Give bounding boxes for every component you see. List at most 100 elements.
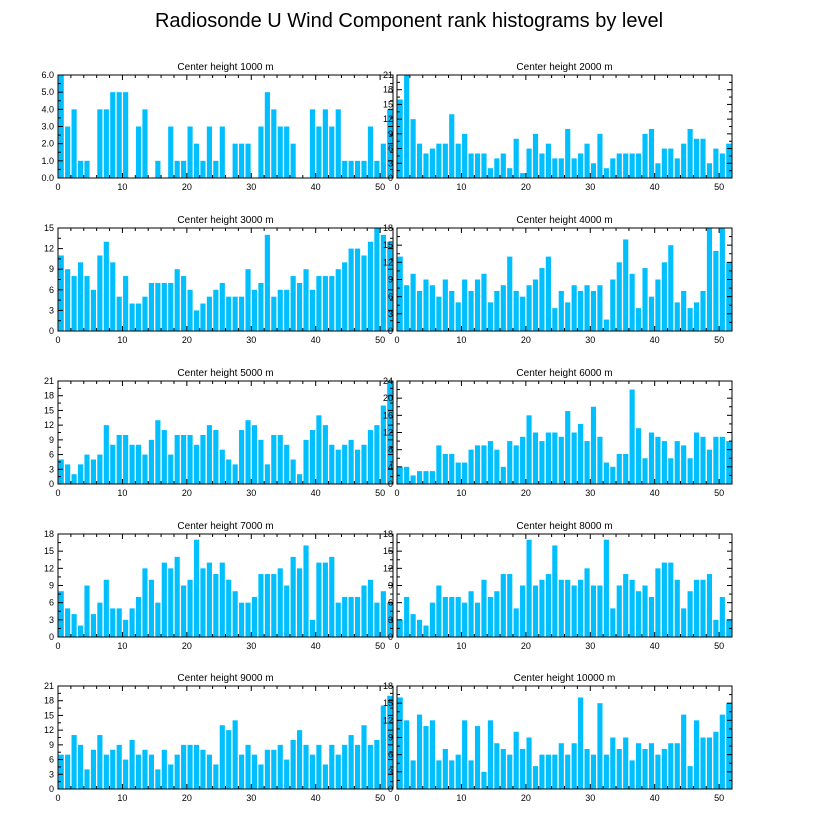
histogram-bar: [616, 262, 622, 331]
histogram-bar: [110, 92, 116, 178]
histogram-bar: [342, 262, 348, 331]
histogram-bar: [65, 754, 71, 789]
histogram-bar: [97, 109, 103, 178]
x-tick-label: 50: [714, 793, 724, 803]
histogram-bar: [303, 439, 309, 484]
x-tick-label: 0: [55, 641, 60, 651]
panel-title: Center height 6000 m: [516, 368, 612, 379]
histogram-bar: [603, 462, 609, 484]
histogram-bar: [668, 458, 674, 484]
histogram-bar: [187, 434, 193, 484]
histogram-bar: [507, 168, 513, 178]
histogram-bar: [648, 128, 655, 178]
histogram-bar: [668, 148, 674, 178]
histogram-bar: [264, 234, 270, 331]
histogram-bar: [168, 454, 174, 484]
histogram-bar: [65, 464, 71, 484]
x-tick-label: 40: [311, 641, 321, 651]
x-tick-label: 10: [456, 182, 466, 192]
histogram-bar: [161, 430, 167, 484]
histogram-bar: [603, 168, 609, 178]
histogram-bar: [174, 160, 180, 178]
histogram-bar: [181, 276, 187, 331]
histogram-bar: [206, 425, 212, 484]
histogram-bar: [462, 720, 468, 789]
histogram-bar: [520, 585, 526, 637]
y-tick-label: 6: [49, 755, 54, 765]
histogram-bar: [706, 574, 713, 637]
histogram-bar: [642, 268, 648, 331]
histogram-bar: [687, 458, 693, 484]
histogram-bar: [193, 444, 200, 484]
histogram-bar: [584, 568, 590, 637]
y-tick-label: 0: [49, 479, 54, 489]
y-tick-label: 9: [49, 581, 54, 591]
histogram-bar: [284, 444, 290, 484]
histogram-bar: [297, 474, 303, 484]
histogram-bar: [693, 138, 700, 178]
histogram-panel: Center height 5000 m 0 3 6 9 12 15 18 21 0 10 20 30 4…: [44, 368, 394, 498]
histogram-bar: [623, 737, 629, 789]
histogram-bar: [603, 754, 609, 789]
histogram-bar: [520, 748, 526, 789]
histogram-bar: [558, 290, 564, 331]
histogram-bar: [545, 256, 551, 331]
histogram-bar: [513, 608, 519, 637]
panel-title: Center height 5000 m: [177, 368, 273, 379]
y-tick-label: 15: [44, 223, 54, 233]
histogram-bar: [361, 725, 367, 789]
histogram-bar: [655, 279, 661, 331]
x-tick-label: 40: [650, 335, 660, 345]
panel-title: Center height 2000 m: [516, 62, 612, 73]
y-tick-label: 15: [383, 240, 393, 250]
histogram-bar: [219, 562, 225, 637]
x-tick-label: 10: [456, 793, 466, 803]
x-tick-label: 40: [650, 182, 660, 192]
y-tick-label: 12: [44, 563, 54, 573]
histogram-bar: [226, 459, 232, 484]
histogram-bar: [148, 579, 154, 637]
histogram-bar: [90, 614, 97, 637]
histogram-bar: [329, 444, 335, 484]
x-tick-label: 20: [521, 793, 531, 803]
histogram-bar: [142, 109, 148, 178]
histogram-bar: [303, 269, 309, 331]
histogram-bar: [380, 705, 386, 789]
histogram-bar: [213, 430, 219, 484]
x-tick-label: 0: [55, 335, 60, 345]
histogram-bar: [404, 466, 410, 484]
histogram-bar: [148, 754, 154, 789]
histogram-bar: [636, 153, 642, 178]
x-tick-label: 30: [585, 488, 595, 498]
histogram-bar: [380, 234, 386, 331]
histogram-bar: [597, 133, 603, 178]
histogram-bar: [642, 458, 648, 484]
histogram-bar: [380, 143, 386, 178]
histogram-bar: [129, 608, 135, 637]
histogram-bar: [161, 562, 167, 637]
histogram-bar: [348, 439, 354, 484]
histogram-bar: [404, 720, 410, 789]
histogram-bar: [271, 296, 277, 331]
histogram-bar: [468, 290, 474, 331]
histogram-bar: [500, 285, 506, 331]
x-tick-label: 30: [246, 793, 256, 803]
histogram-bar: [277, 744, 283, 789]
histogram-bar: [206, 562, 212, 637]
histogram-bar: [290, 276, 296, 331]
panel-title: Center height 4000 m: [516, 215, 612, 226]
histogram-bar: [213, 160, 219, 178]
x-tick-label: 30: [246, 335, 256, 345]
histogram-bar: [97, 735, 103, 789]
histogram-bar: [232, 720, 238, 789]
histogram-bar: [526, 539, 532, 637]
histogram-bar: [239, 143, 245, 178]
histogram-bar: [84, 454, 90, 484]
histogram-bar: [84, 769, 90, 789]
histogram-bar: [297, 282, 303, 331]
histogram-bar: [610, 608, 616, 637]
histogram-bar: [655, 436, 661, 484]
histogram-bar: [187, 289, 193, 331]
y-tick-label: 5.0: [41, 87, 54, 97]
x-tick-label: 20: [521, 335, 531, 345]
